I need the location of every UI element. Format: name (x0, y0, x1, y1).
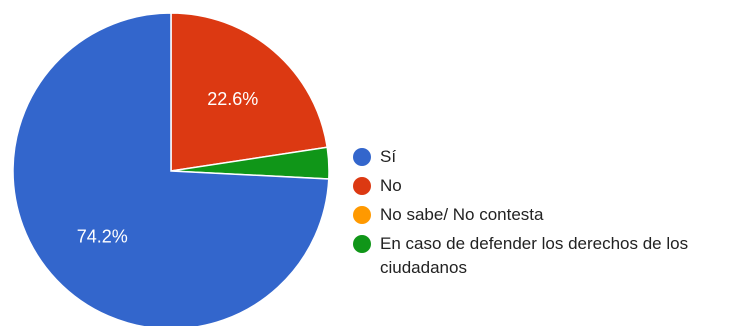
legend-label-en-caso: En caso de defender los derechos de los … (380, 234, 689, 277)
pie-label-si: 74.2% (77, 226, 128, 246)
legend-swatch-no-sabe (353, 206, 371, 224)
legend-label-no: No (380, 176, 402, 195)
legend-item-en-caso[interactable]: En caso de defender los derechos de los … (353, 232, 738, 280)
legend-swatch-si (353, 148, 371, 166)
legend: Sí No No sabe/ No contesta En caso de de… (353, 145, 738, 285)
legend-label-si: Sí (380, 147, 397, 166)
pie-label-no: 22.6% (207, 89, 258, 109)
legend-item-si[interactable]: Sí (353, 145, 738, 169)
legend-swatch-no (353, 177, 371, 195)
legend-item-no-sabe[interactable]: No sabe/ No contesta (353, 203, 738, 227)
legend-swatch-en-caso (353, 235, 371, 253)
legend-label-no-sabe: No sabe/ No contesta (380, 205, 544, 224)
pie-slice-no[interactable] (170, 12, 329, 172)
legend-item-no[interactable]: No (353, 174, 738, 198)
pie-slice-si[interactable] (12, 12, 330, 326)
